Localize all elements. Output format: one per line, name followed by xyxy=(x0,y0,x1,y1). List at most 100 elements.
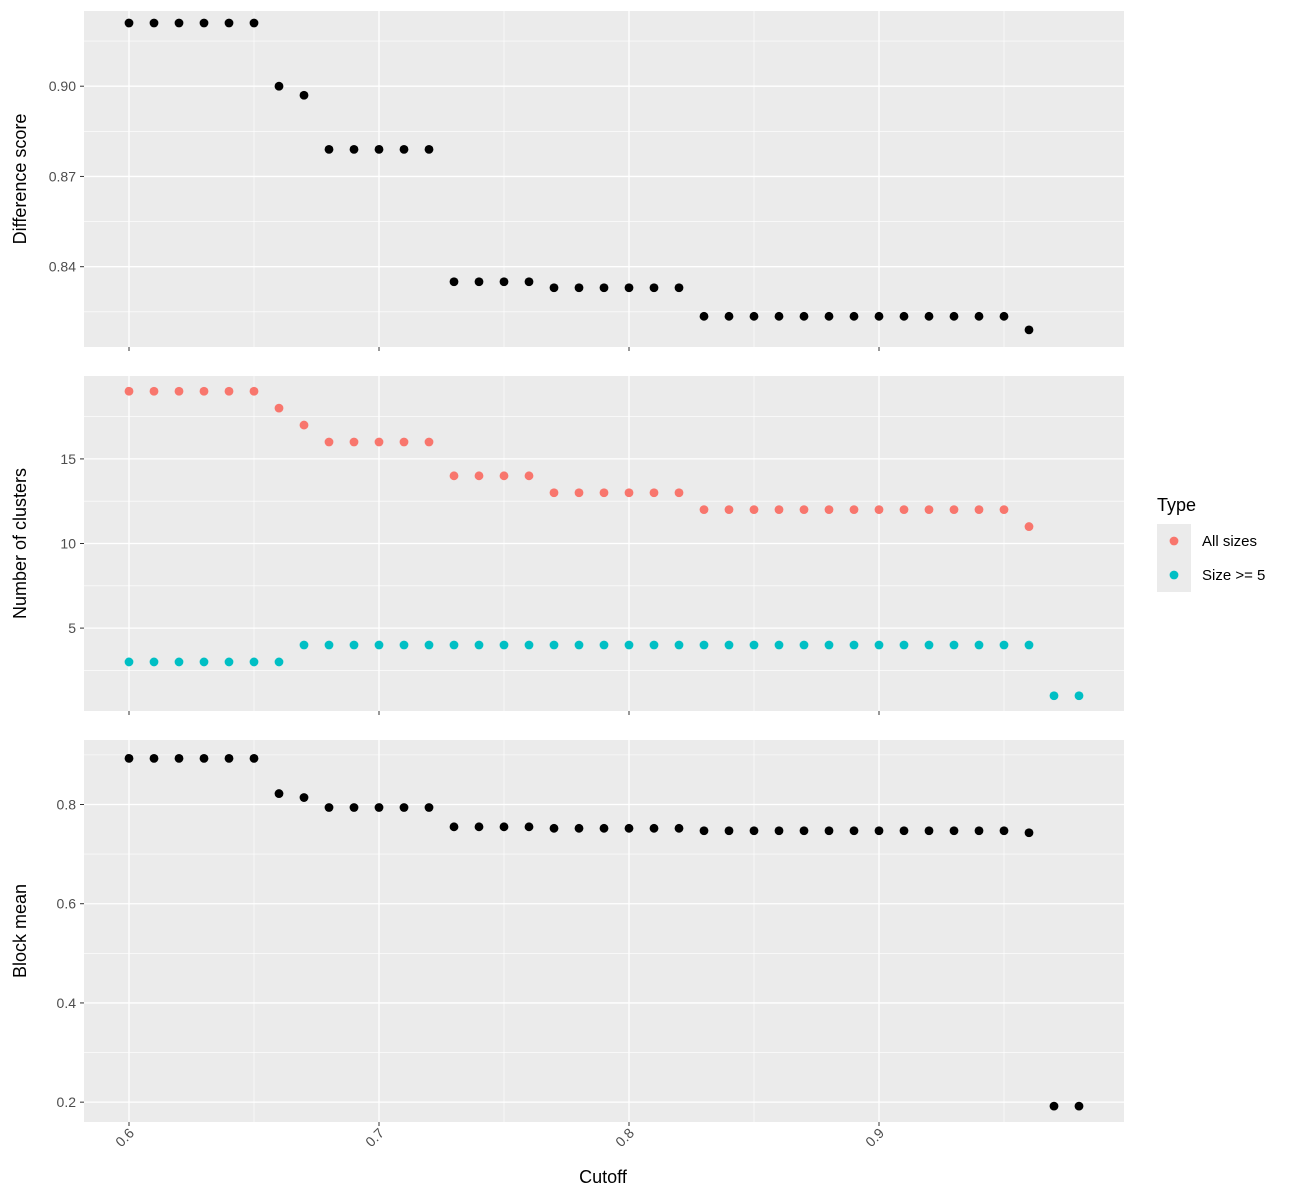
data-point xyxy=(524,277,534,287)
panel-background xyxy=(84,11,1124,347)
panel-difference: 0.84 0.87 0.90 Difference score xyxy=(10,11,1124,351)
data-point xyxy=(724,826,734,836)
data-point xyxy=(674,640,684,650)
data-point xyxy=(824,826,834,836)
series-difference xyxy=(124,18,1034,335)
legend-key-background xyxy=(1157,524,1191,592)
data-point xyxy=(674,823,684,833)
y-tick-label: 0.4 xyxy=(57,995,77,1011)
legend-entries: All sizes Size >= 5 xyxy=(1169,533,1265,584)
x-tick-label: 0.8 xyxy=(612,1125,637,1150)
data-point xyxy=(299,420,309,430)
data-point xyxy=(624,823,634,833)
data-point xyxy=(499,640,509,650)
data-point xyxy=(349,803,359,812)
legend-label: Size >= 5 xyxy=(1202,567,1265,584)
data-point xyxy=(649,488,659,498)
data-point xyxy=(724,505,734,515)
data-point xyxy=(399,144,409,154)
data-point xyxy=(524,640,534,650)
legend-key xyxy=(1169,570,1179,580)
x-tick-label: 0.9 xyxy=(862,1125,887,1150)
panel-block: 0.2 0.4 0.6 0.8 Block mean xyxy=(10,740,1124,1126)
data-point xyxy=(999,640,1009,650)
data-point xyxy=(824,505,834,515)
data-point xyxy=(874,826,884,836)
data-point xyxy=(974,826,984,836)
data-point xyxy=(499,471,509,481)
data-point xyxy=(149,18,159,28)
data-point xyxy=(774,826,784,836)
data-point xyxy=(449,277,459,287)
data-point xyxy=(999,505,1009,515)
data-point xyxy=(574,283,584,293)
data-point xyxy=(724,640,734,650)
data-point xyxy=(424,437,434,447)
data-point xyxy=(224,753,234,763)
data-point xyxy=(499,822,509,832)
data-point xyxy=(249,18,259,28)
data-point xyxy=(549,640,559,650)
data-point xyxy=(199,657,209,667)
data-point xyxy=(849,311,859,321)
data-point xyxy=(524,471,534,481)
data-point xyxy=(399,640,409,650)
data-point xyxy=(524,822,534,832)
data-point xyxy=(949,640,959,650)
series-size-5 xyxy=(124,640,1084,701)
data-point xyxy=(474,640,484,650)
y-tick-label: 0.6 xyxy=(57,896,77,912)
data-point xyxy=(824,640,834,650)
y-tick-label: 0.84 xyxy=(49,259,76,275)
data-point xyxy=(999,311,1009,321)
data-point xyxy=(924,640,934,650)
data-point xyxy=(774,505,784,515)
data-point xyxy=(199,753,209,763)
data-point xyxy=(1024,522,1034,531)
data-point xyxy=(324,803,334,812)
data-point xyxy=(274,403,284,413)
data-point xyxy=(1049,691,1059,701)
data-point xyxy=(324,437,334,447)
data-point xyxy=(249,657,259,667)
data-point xyxy=(599,823,609,833)
data-point xyxy=(699,311,709,321)
y-tick-label: 0.2 xyxy=(57,1094,77,1110)
data-point xyxy=(324,640,334,650)
data-point xyxy=(124,753,134,763)
data-point xyxy=(424,640,434,650)
data-point xyxy=(949,826,959,836)
data-point xyxy=(574,823,584,833)
data-point xyxy=(899,826,909,836)
data-point xyxy=(249,386,259,396)
data-point xyxy=(974,505,984,515)
data-point xyxy=(849,505,859,515)
data-point xyxy=(799,826,809,836)
data-point xyxy=(1074,1101,1084,1111)
y-tick-label: 10 xyxy=(60,536,76,552)
data-point xyxy=(874,640,884,650)
data-point xyxy=(924,505,934,515)
x-axis-title: Cutoff xyxy=(579,1167,628,1187)
data-point xyxy=(949,311,959,321)
data-point xyxy=(549,823,559,833)
data-point xyxy=(699,505,709,515)
data-point xyxy=(349,144,359,154)
data-point xyxy=(374,144,384,154)
legend-title: Type xyxy=(1157,495,1196,515)
data-point xyxy=(224,18,234,28)
data-point xyxy=(174,386,184,396)
data-point xyxy=(649,823,659,833)
data-point xyxy=(199,18,209,28)
data-point xyxy=(449,640,459,650)
data-point xyxy=(874,505,884,515)
data-point xyxy=(624,283,634,293)
data-point xyxy=(274,789,284,798)
data-point xyxy=(849,826,859,836)
data-point xyxy=(749,640,759,650)
data-point xyxy=(949,505,959,515)
data-point xyxy=(1049,1101,1059,1111)
data-point xyxy=(274,657,284,667)
data-point xyxy=(749,311,759,321)
